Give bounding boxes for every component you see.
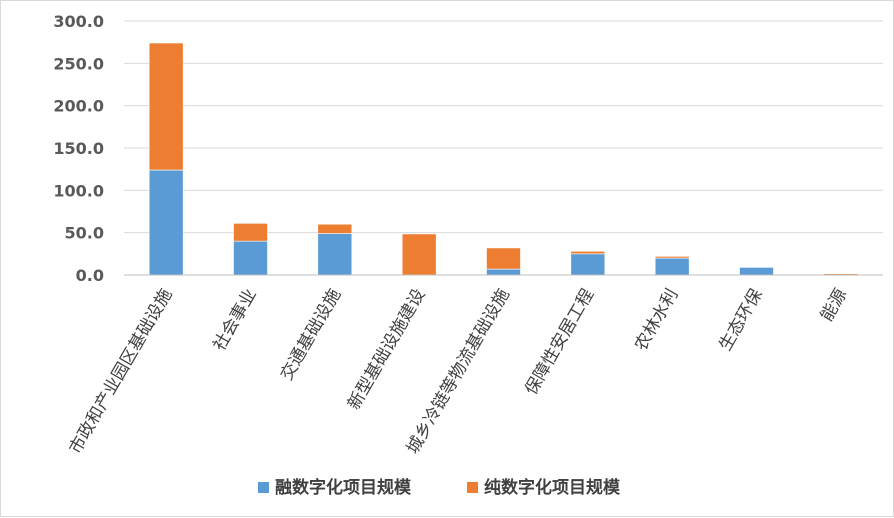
bars: [148, 42, 859, 276]
x-category-label: 交通基础设施: [277, 286, 345, 384]
bar-integrated-1: [233, 240, 268, 276]
legend-label-0: 融数字化项目规模: [275, 477, 412, 498]
x-axis-labels: 市政和产业园区基础设施 社会事业 交通基础设施 新型基础设施建设城乡冷链等物流基础设施…: [66, 286, 851, 458]
bar-integrated-2: [317, 233, 353, 276]
x-category-label: 保障性安居工程: [521, 286, 598, 399]
legend-swatch-1: [467, 482, 478, 493]
x-category-label: 生态环保: [716, 286, 767, 355]
bar-integrated-4: [486, 268, 521, 276]
bar-pure-3: [401, 233, 437, 276]
y-tick-label: 100.0: [53, 181, 104, 200]
legend-label-1: 纯数字化项目规模: [484, 477, 621, 498]
bar-pure-2: [317, 223, 353, 234]
bar-integrated-6: [654, 257, 690, 276]
legend: 融数字化项目规模 纯数字化项目规模: [258, 477, 621, 498]
y-tick-label: 150.0: [53, 139, 104, 158]
x-category-label: 社会事业: [210, 286, 261, 355]
bar-integrated-7: [739, 267, 774, 276]
legend-swatch-0: [258, 482, 269, 493]
y-axis-ticks: 0.0 50.0 100.0 150.0 200.0 250.0 300.0: [53, 12, 104, 285]
x-category-label: 能源: [817, 286, 851, 325]
y-tick-label: 200.0: [53, 97, 104, 116]
bar-pure-4: [486, 247, 521, 270]
x-category-label: 农林水利: [631, 286, 682, 355]
y-tick-label: 300.0: [53, 12, 104, 31]
bar-pure-5: [570, 250, 606, 255]
bar-pure-6: [654, 256, 690, 259]
gridlines: [124, 20, 883, 234]
bar-pure-1: [233, 223, 268, 242]
y-tick-label: 50.0: [65, 224, 104, 243]
x-category-label: 新型基础设施建设: [344, 286, 429, 414]
x-category-label: 市政和产业园区基础设施: [66, 286, 177, 458]
bar-integrated-5: [570, 253, 606, 276]
y-tick-label: 250.0: [53, 54, 104, 73]
bar-integrated-0: [148, 169, 184, 276]
y-tick-label: 0.0: [76, 266, 104, 285]
bar-pure-0: [148, 42, 184, 171]
